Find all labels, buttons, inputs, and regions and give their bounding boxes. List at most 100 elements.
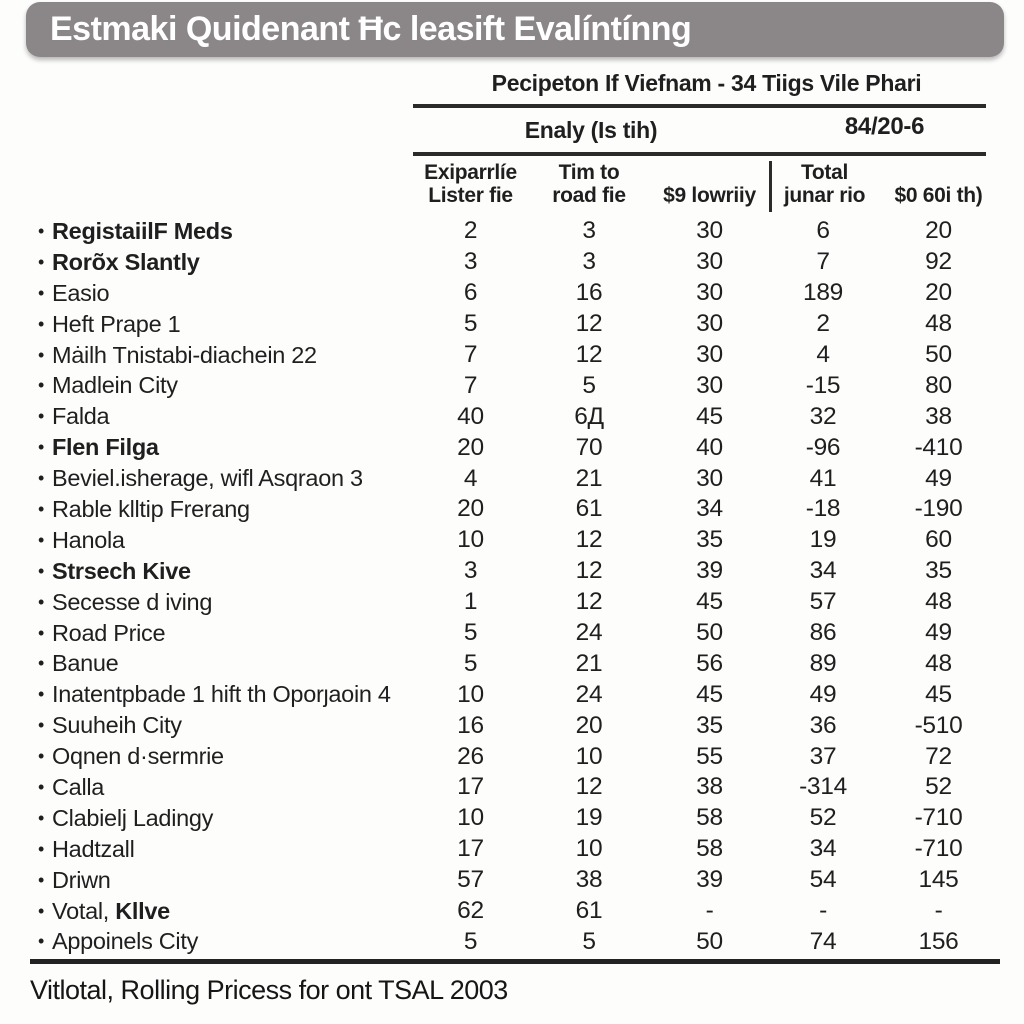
cell-value: 34 <box>809 835 837 863</box>
cell-value: 56 <box>696 649 723 677</box>
row-label: • RegistaiilF Meds <box>30 218 413 245</box>
table-row: • Oqnen d·sermrie 26 10 55 37 72 <box>30 741 1000 772</box>
column-header-line: junar rio <box>783 183 866 207</box>
cell-value: 37 <box>809 742 837 770</box>
bullet-icon: • <box>37 406 44 427</box>
row-label: • Beviel.isherage, wifl Asqraon 3 <box>30 465 413 492</box>
table-row: • RegistaiilF Meds 2 3 30 6 20 <box>30 216 1000 247</box>
table-row: • Suuheih City 16 20 35 36 -510 <box>30 710 1000 741</box>
table-row: • Beviel.isherage, wifl Asqraon 3 4 21 30 41 4… <box>30 463 1000 494</box>
cell-value: 45 <box>696 680 723 708</box>
row-label: • Oqnen d·sermrie <box>30 743 413 770</box>
cell-value: 50 <box>696 927 723 955</box>
cell-value: 52 <box>809 804 837 832</box>
bullet-icon: • <box>37 220 44 241</box>
cell-value: 52 <box>925 773 952 801</box>
cell-value: 34 <box>809 557 837 585</box>
cell-value: 19 <box>809 526 837 554</box>
cell-value: 10 <box>575 835 603 863</box>
cell-value: 21 <box>575 649 603 677</box>
cell-value: - <box>819 897 827 925</box>
cell-value: 49 <box>925 619 952 647</box>
cell-value: 7 <box>463 341 478 368</box>
cell-value: 12 <box>575 310 603 338</box>
table-row: • Inatentpbade 1 hift th Oporȷaoin 4 10 24 4… <box>30 679 1000 710</box>
row-label: • Clabielj Ladingy <box>30 805 413 832</box>
row-label-text: Inatentpbade 1 hift th Oporȷaoin 4 <box>52 681 391 708</box>
cell-value: 12 <box>575 588 603 616</box>
cell-value: 4 <box>463 464 478 492</box>
row-label-text: Madlein City <box>52 372 178 399</box>
column-header-2: $9 lowriiy <box>650 184 769 212</box>
row-label: • Falda <box>30 403 413 430</box>
cell-value: 145 <box>918 866 959 894</box>
table-row: • Easio 6 16 30 189 20 <box>30 278 1000 309</box>
cell-value: 6 <box>816 217 830 245</box>
cell-value: -314 <box>799 773 847 801</box>
cell-value: 48 <box>925 310 952 338</box>
row-label-text: Road Price <box>52 619 166 646</box>
row-label: • Easio <box>30 280 413 307</box>
caption-rule <box>413 104 986 108</box>
cell-value: 40 <box>457 402 484 430</box>
cell-value: 35 <box>696 711 723 739</box>
cell-value: 89 <box>809 649 837 677</box>
table-row: • Banue 5 21 56 89 48 <box>30 648 1000 679</box>
row-label-text: Strsech Kive <box>52 557 191 584</box>
table-row: • Hanola 10 12 35 19 60 <box>30 525 1000 556</box>
cell-value: 39 <box>696 866 723 894</box>
cell-value: -710 <box>914 835 963 863</box>
cell-value: 72 <box>925 742 952 770</box>
data-table: Pecipeton If Viefnam - 34 Tiigs Vile Pha… <box>30 58 1000 1006</box>
row-label: • Strsech Kive <box>30 558 413 585</box>
cell-value: 16 <box>457 711 484 739</box>
cell-value: 10 <box>575 742 603 770</box>
bullet-icon: • <box>37 807 44 828</box>
cell-value: 58 <box>696 835 723 863</box>
cell-value: 20 <box>457 495 484 523</box>
table-row: • Calla 17 12 38 -314 52 <box>30 772 1000 803</box>
cell-value: 20 <box>925 279 952 307</box>
row-label-text: RegistaiilF Meds <box>52 217 233 244</box>
column-header-line: $0 60i th) <box>894 183 983 207</box>
cell-value: 61 <box>575 897 603 925</box>
cell-value: 45 <box>696 402 723 430</box>
cell-value: 5 <box>463 619 478 647</box>
cell-value: 34 <box>696 495 723 523</box>
row-label-text: Oqnen d·sermrie <box>52 743 224 770</box>
cell-value: 189 <box>803 279 843 307</box>
bullet-icon: • <box>37 282 44 303</box>
row-label-text: Hadtzall <box>52 835 135 862</box>
column-header-4: $0 60i th) <box>877 184 1000 212</box>
group-header-84-20-6: 84/20-6 <box>844 113 925 140</box>
column-header-line: Tim to <box>558 160 620 184</box>
row-label-text: Votal, <box>52 897 109 924</box>
cell-value: 70 <box>575 433 603 461</box>
table-row: • Driwn 57 38 39 54 145 <box>30 865 1000 896</box>
cell-value: 50 <box>696 619 723 647</box>
row-label-text: Rable klltip Frerang <box>52 495 250 522</box>
bullet-icon: • <box>37 776 44 797</box>
row-label: • Calla <box>30 774 413 801</box>
cell-value: 3 <box>463 557 478 585</box>
cell-value: 48 <box>925 588 952 616</box>
row-label-text: Mȧilh Tnistabi-diachein 22 <box>52 341 317 368</box>
bullet-icon: • <box>37 560 44 581</box>
row-label-text: Falda <box>52 403 110 430</box>
row-label-text: Hanola <box>52 526 125 553</box>
bullet-icon: • <box>37 869 44 890</box>
table-row: • Flen Filga 20 70 40 -96 -410 <box>30 432 1000 463</box>
title-banner: Estmaki Quidenant Ħc leasift Evalíntínng <box>26 2 1004 57</box>
cell-value: 2 <box>463 217 478 245</box>
cell-value: -15 <box>805 371 841 399</box>
cell-value: 49 <box>925 464 952 492</box>
cell-value: 74 <box>809 927 837 955</box>
header-rule-row <box>30 152 1000 156</box>
page-title: Estmaki Quidenant Ħc leasift Evalíntínng <box>50 10 692 48</box>
cell-value: 1 <box>463 588 478 616</box>
table-row: • Secesse d iving 1 12 45 57 48 <box>30 587 1000 618</box>
row-label: • Hanola <box>30 527 413 554</box>
row-label: • Road Price <box>30 620 413 647</box>
column-header-line: road fie <box>552 183 626 207</box>
cell-value: 50 <box>925 341 952 368</box>
